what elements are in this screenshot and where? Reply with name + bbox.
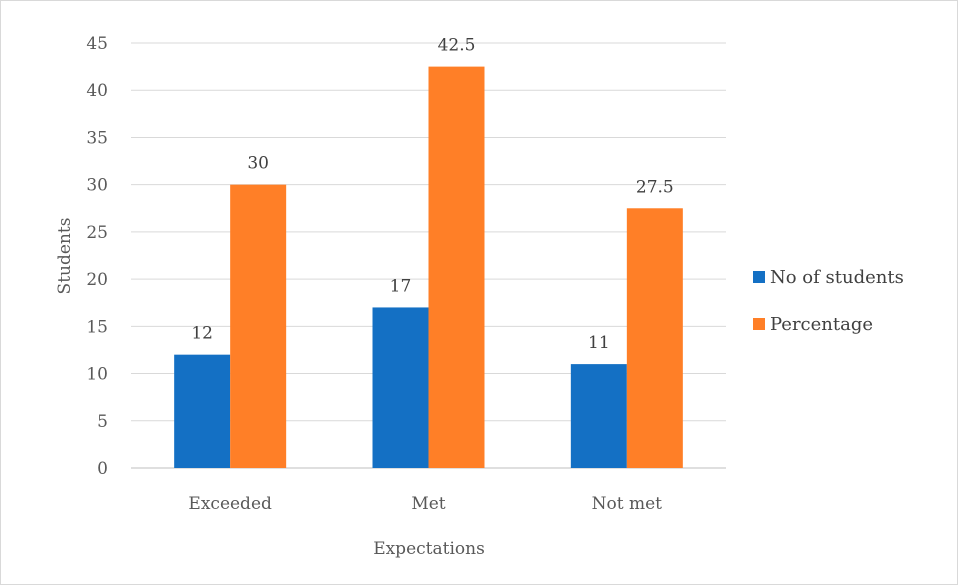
legend-swatch [753, 318, 765, 330]
y-tick-label: 5 [97, 412, 108, 432]
legend-swatch [753, 271, 765, 283]
y-tick-label: 25 [86, 223, 108, 243]
y-tick-label: 10 [86, 365, 108, 385]
bar [626, 208, 683, 468]
data-label: 27.5 [636, 177, 674, 197]
bar [372, 307, 429, 468]
y-tick-label: 15 [86, 317, 108, 337]
x-category-label: Not met [592, 494, 663, 514]
x-category-label: Exceeded [188, 494, 272, 514]
legend-label: Percentage [770, 314, 873, 335]
data-labels: 12 30 17 42.5 11 27.5 [191, 36, 673, 354]
x-category-label: Met [411, 494, 445, 514]
legend-label: No of students [770, 267, 904, 288]
y-tick-label: 20 [86, 270, 108, 290]
legend: No of students Percentage [753, 267, 904, 335]
bar [570, 364, 627, 468]
data-label: 17 [390, 276, 412, 296]
bar [230, 184, 287, 468]
data-label: 12 [191, 324, 213, 344]
x-axis-title: Expectations [373, 539, 485, 559]
bar [428, 66, 485, 468]
data-label: 11 [588, 333, 610, 353]
y-tick-label: 35 [86, 128, 108, 148]
y-tick-label: 40 [86, 81, 108, 101]
y-tick-label: 30 [86, 176, 108, 196]
bar [174, 354, 231, 468]
data-label: 30 [247, 154, 269, 174]
data-label: 42.5 [438, 36, 476, 56]
y-tick-label: 0 [97, 459, 108, 479]
x-axis-categories: Exceeded Met Not met [188, 494, 662, 514]
bars [174, 66, 683, 468]
y-axis-title: Students [55, 218, 75, 295]
y-tick-label: 45 [86, 34, 108, 54]
y-axis-ticks: 0 5 10 15 20 25 30 35 40 45 [86, 34, 108, 479]
